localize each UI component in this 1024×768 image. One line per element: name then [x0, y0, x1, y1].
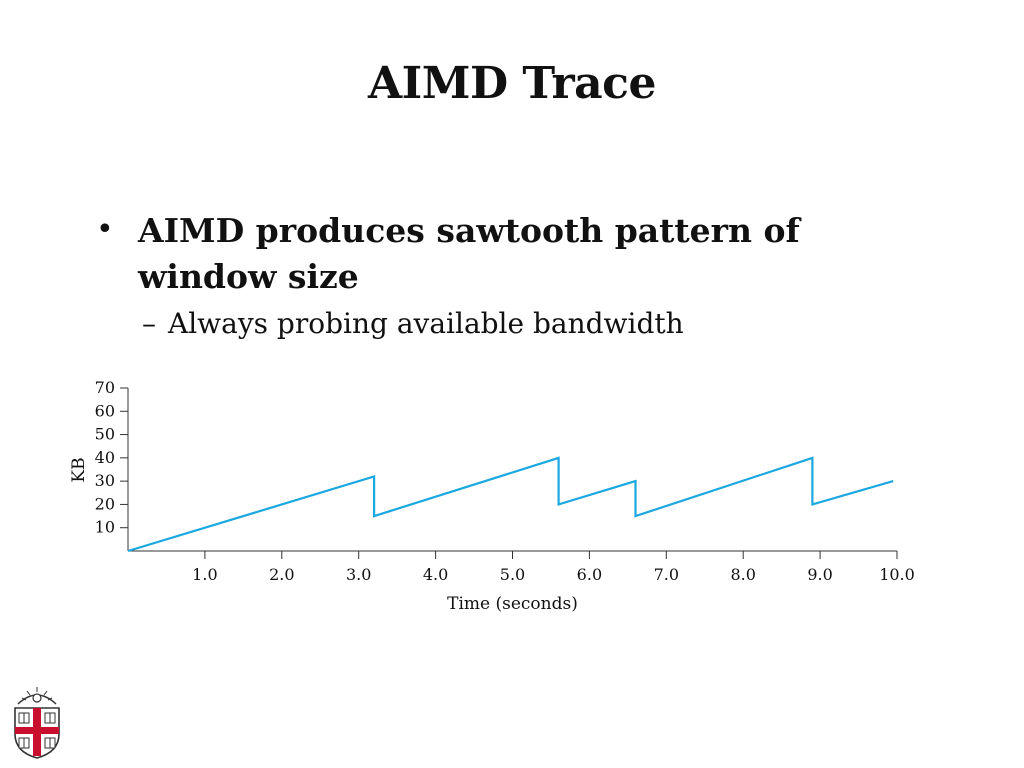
bullet-list: • AIMD produces sawtooth pattern of wind…: [96, 208, 916, 344]
x-tick-label: 9.0: [807, 565, 832, 584]
y-tick-label: 50: [95, 425, 115, 444]
x-tick-label: 3.0: [346, 565, 371, 584]
bullet-text: AIMD produces sawtooth pattern of window…: [138, 211, 800, 296]
y-tick-label: 70: [95, 378, 115, 397]
x-tick-label: 7.0: [654, 565, 679, 584]
x-tick-label: 6.0: [577, 565, 602, 584]
y-tick-label: 10: [95, 518, 115, 537]
shield-icon: [14, 707, 60, 759]
sun-crest-icon: [17, 687, 57, 705]
x-tick-label: 10.0: [879, 565, 915, 584]
x-tick-label: 5.0: [500, 565, 525, 584]
x-tick-label: 2.0: [269, 565, 294, 584]
university-seal-logo: [14, 687, 60, 759]
sub-bullet-text: Always probing available bandwidth: [168, 307, 684, 340]
x-tick-label: 4.0: [423, 565, 448, 584]
chart-series: [127, 456, 894, 553]
chart-axes: 1.0 2.0 3.0 4.0 5.0 6.0 7.0 8.0 9.0 10.0 10 20 30 40 5…: [69, 378, 915, 614]
x-axis-title: Time (seconds): [447, 594, 578, 614]
bullet-dot-icon: •: [96, 212, 114, 247]
x-tick-label: 8.0: [730, 565, 755, 584]
dash-icon: –: [142, 307, 156, 340]
window-size-line: [127, 456, 894, 553]
slide-title: AIMD Trace: [368, 58, 656, 109]
sub-bullet-item: – Always probing available bandwidth: [142, 304, 916, 344]
bullet-item: • AIMD produces sawtooth pattern of wind…: [96, 208, 916, 300]
y-tick-label: 40: [95, 448, 115, 467]
y-axis-title: KB: [69, 457, 89, 482]
x-tick-label: 1.0: [192, 565, 217, 584]
y-tick-label: 60: [95, 401, 115, 420]
y-tick-label: 20: [95, 494, 115, 513]
y-tick-label: 30: [95, 471, 115, 490]
